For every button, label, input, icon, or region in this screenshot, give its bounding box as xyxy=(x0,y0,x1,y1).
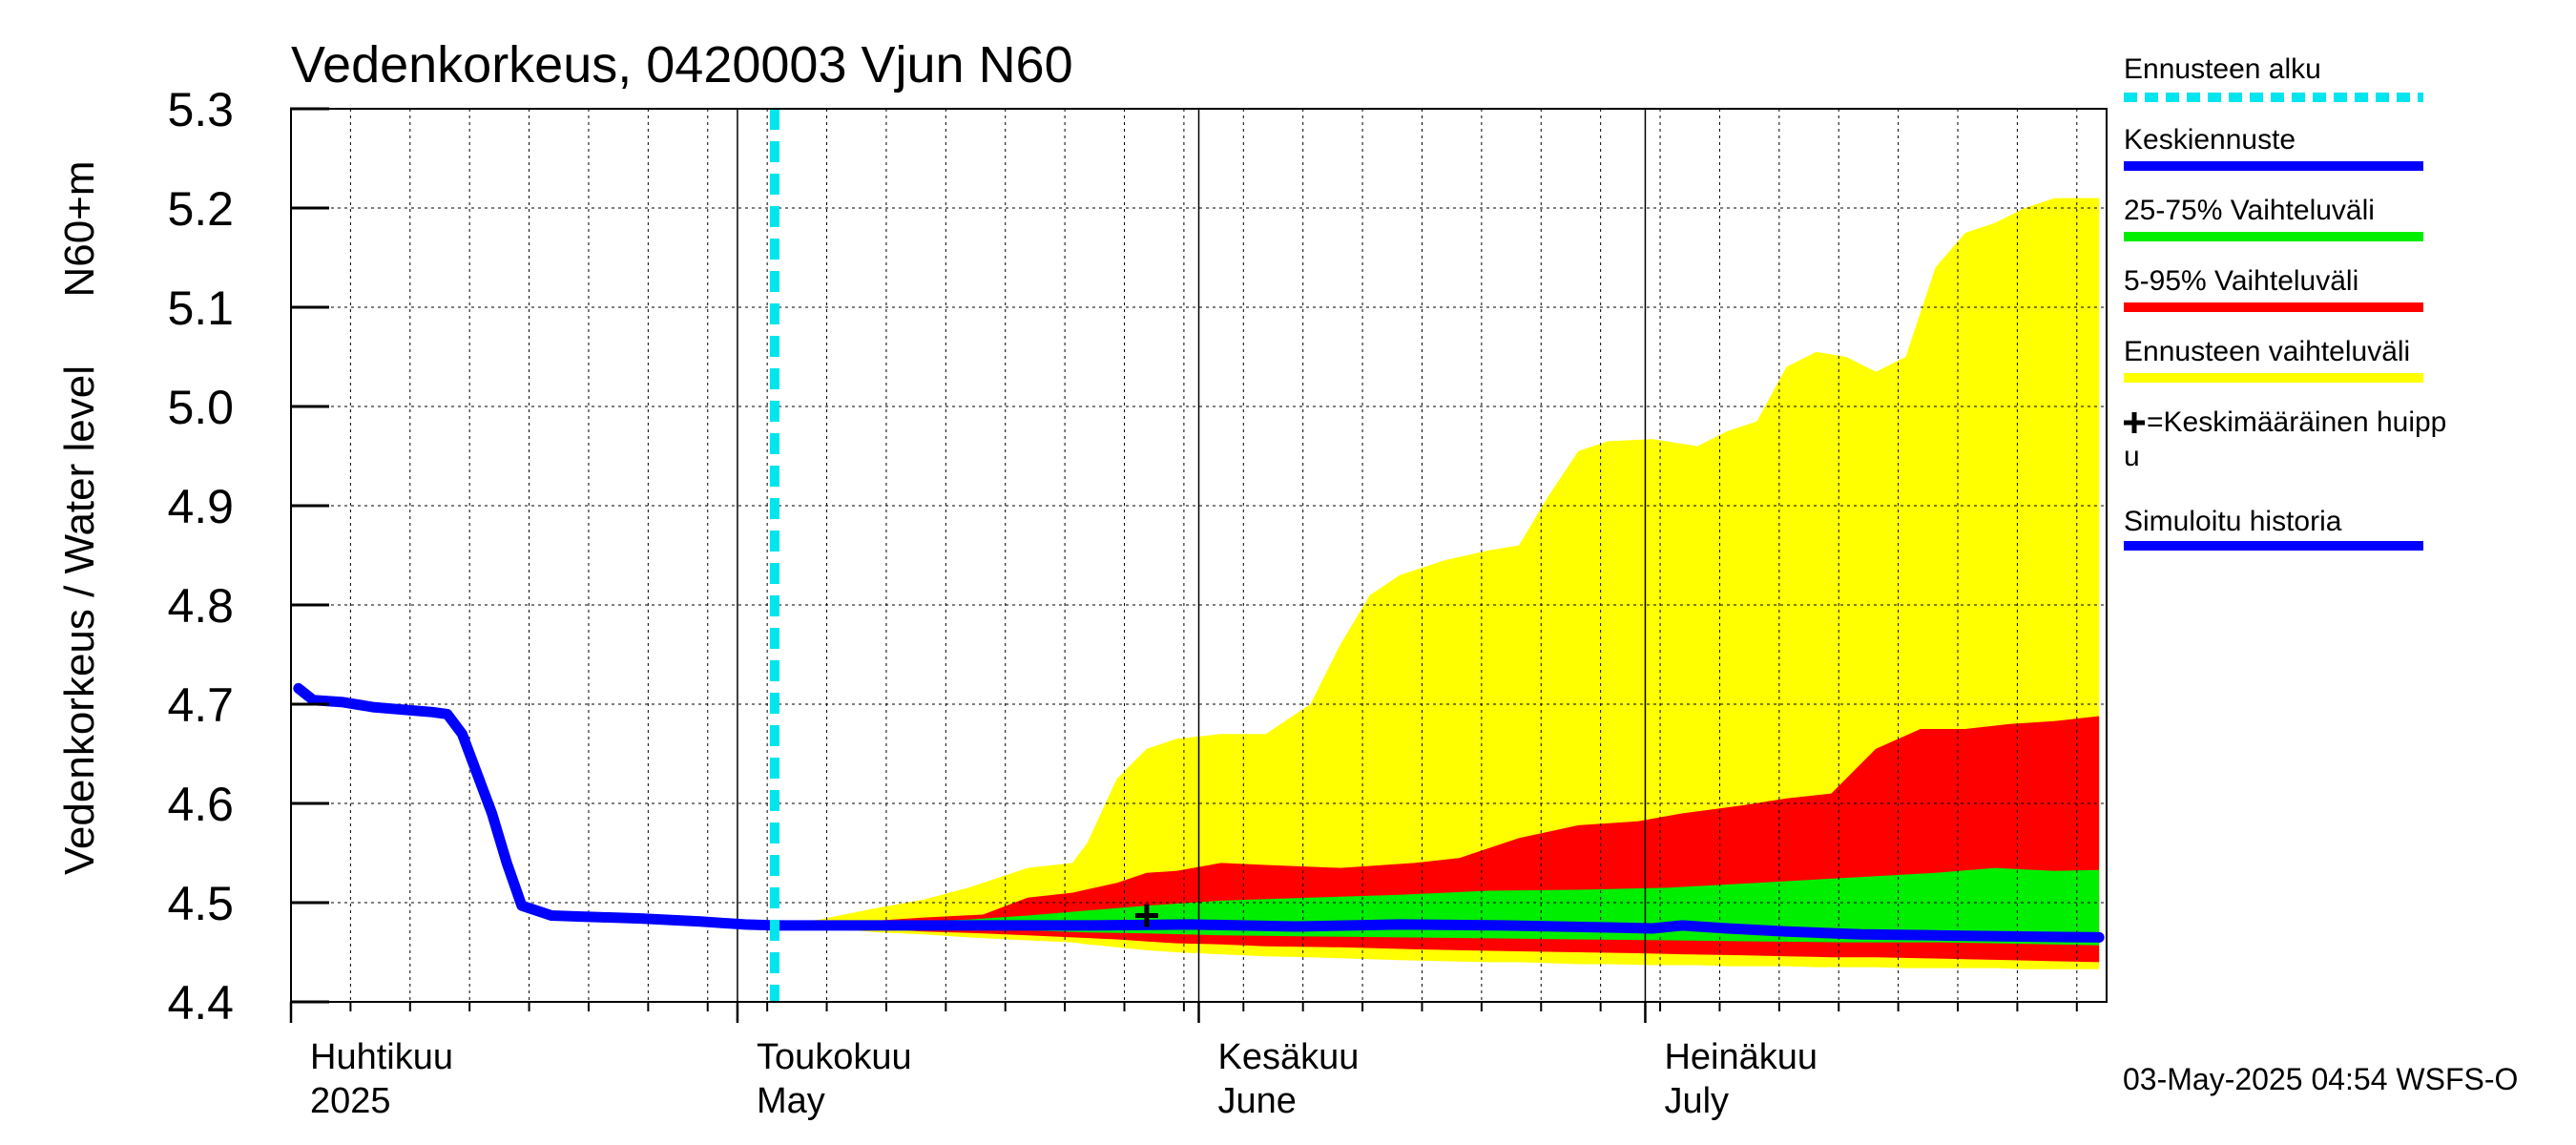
legend-label: Keskiennuste xyxy=(2124,124,2296,156)
x-month-sublabel: 2025 xyxy=(310,1081,391,1121)
x-month-sublabel: July xyxy=(1664,1081,1729,1121)
series-lines xyxy=(293,109,2105,1002)
y-axis-label: Vedenkorkeus / Water level xyxy=(56,365,103,875)
x-month-label: Heinäkuu xyxy=(1664,1037,1818,1077)
grid-lines xyxy=(290,108,2107,1003)
x-month-label: Huhtikuu xyxy=(310,1037,453,1077)
x-month-label: Kesäkuu xyxy=(1218,1037,1360,1077)
simulated-history-line xyxy=(293,682,780,931)
axes xyxy=(289,107,2108,1023)
y-tick-label: 4.5 xyxy=(167,877,234,930)
x-month-sublabel: May xyxy=(757,1081,825,1121)
y-tick-label: 4.9 xyxy=(167,480,234,533)
y-tick-label: 5.3 xyxy=(167,83,234,136)
mean-peak-marker xyxy=(1134,904,1158,927)
footer-timestamp: 03-May-2025 04:54 WSFS-O xyxy=(2123,1062,2518,1096)
y-tick-label: 5.1 xyxy=(167,281,234,335)
legend-label: Simuloitu historia xyxy=(2124,506,2342,537)
legend: Ennusteen alku Keskiennuste 25-75% Vaihtel… xyxy=(2124,53,2446,551)
legend-label: 25-75% Vaihteluväli xyxy=(2124,195,2375,226)
band-ennusteen-vaihteluv-li xyxy=(774,198,2100,969)
y-tick-label: 4.8 xyxy=(167,579,234,633)
forecast-bands xyxy=(774,198,2100,969)
legend-label: Ennusteen vaihteluväli xyxy=(2124,336,2410,367)
legend-label: 5-95% Vaihteluväli xyxy=(2124,265,2358,297)
legend-label-continued: u xyxy=(2124,441,2140,472)
x-month-label: Toukokuu xyxy=(757,1037,912,1077)
x-month-sublabel: June xyxy=(1218,1081,1297,1121)
forecast-mean-line xyxy=(769,919,2105,943)
y-tick-labels: 4.4 4.5 4.6 4.7 4.8 4.9 5.0 5.1 5.2 5.3 xyxy=(167,83,234,1030)
legend-cross-icon xyxy=(2124,412,2145,433)
chart-title: Vedenkorkeus, 0420003 Vjun N60 xyxy=(291,36,1073,94)
y-tick-label: 4.6 xyxy=(167,778,234,831)
y-axis-unit-label: N60+m xyxy=(56,160,103,297)
legend-label: =Keskimääräinen huipp xyxy=(2147,406,2446,438)
y-tick-label: 4.7 xyxy=(167,678,234,732)
y-tick-label: 4.4 xyxy=(167,976,234,1030)
y-tick-label: 5.2 xyxy=(167,182,234,236)
legend-label: Ennusteen alku xyxy=(2124,53,2321,85)
y-tick-label: 5.0 xyxy=(167,381,234,434)
